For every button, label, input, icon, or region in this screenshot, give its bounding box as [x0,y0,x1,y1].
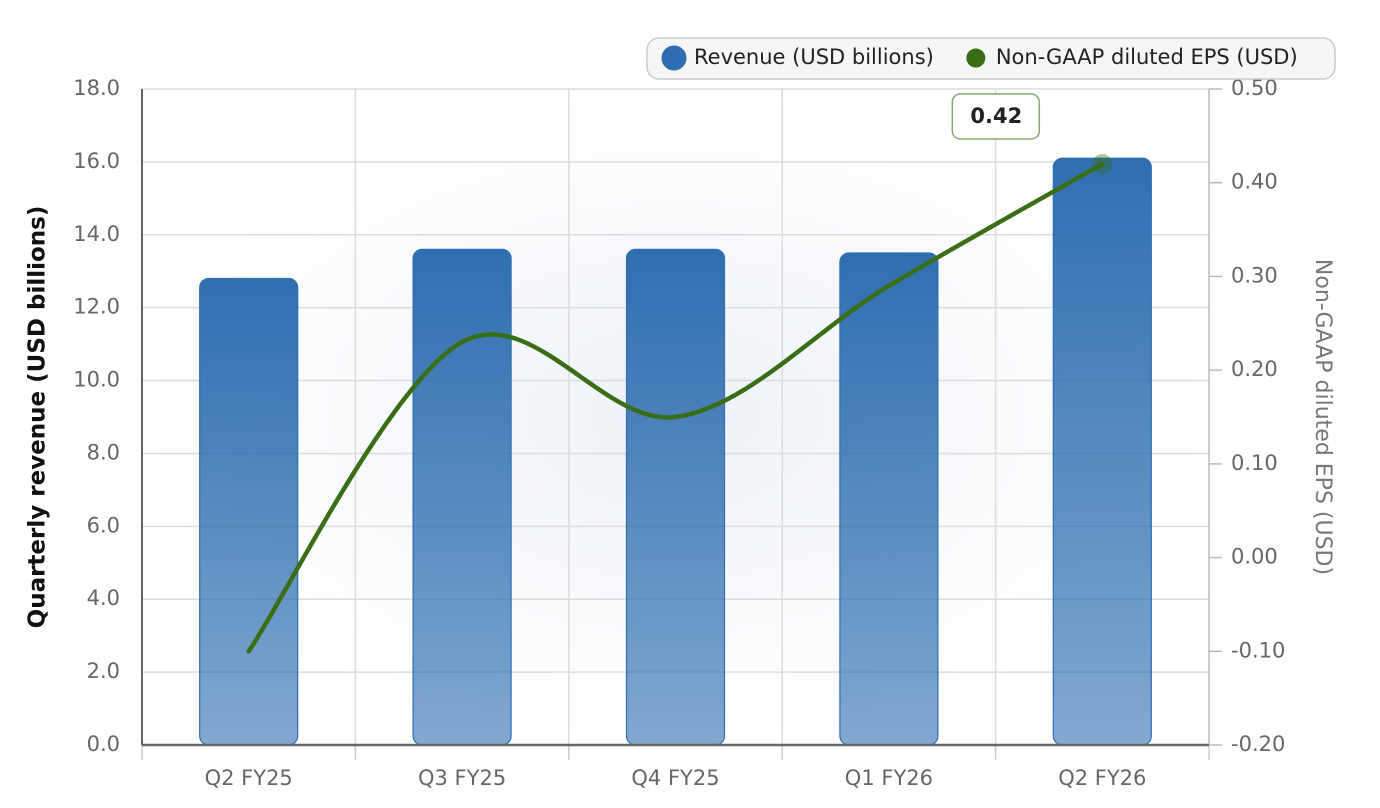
x-tick-label: Q1 FY26 [845,766,933,790]
y-tick-label: 8.0 [87,440,120,464]
y-tick-label: 18.0 [73,76,120,100]
x-tick-label: Q3 FY25 [418,766,506,790]
legend-marker [661,45,687,71]
data-label: 0.42 [970,104,1022,128]
bar [1052,157,1152,746]
y2-tick-label: 0.10 [1231,451,1278,475]
y2-tick-label: 0.50 [1231,76,1278,100]
y2-tick-label: -0.20 [1231,732,1285,756]
y-tick-label: 16.0 [73,149,120,173]
x-tick-label: Q4 FY25 [631,766,719,790]
bar [839,252,939,746]
data-label-box [951,93,1041,140]
y2-axis-title: Non-GAAP diluted EPS (USD) [1310,259,1335,575]
y-tick-label: 2.0 [87,659,120,683]
legend-box [646,37,1336,80]
bar [625,248,726,746]
y-tick-label: 14.0 [73,222,120,246]
legend-label: Revenue (USD billions) [694,45,934,69]
y-tick-label: 12.0 [73,295,120,319]
x-tick-label: Q2 FY26 [1058,766,1146,790]
x-tick-label: Q2 FY25 [205,766,293,790]
legend-marker [966,48,986,68]
line [246,161,1105,654]
y-axis-title: Quarterly revenue (USD billions) [25,206,51,629]
y-tick-label: 0.0 [87,732,120,756]
bar [199,277,299,746]
y2-tick-label: 0.20 [1231,357,1278,381]
y-tick-label: 10.0 [73,368,120,392]
y2-tick-label: 0.30 [1231,263,1278,287]
y-tick-label: 6.0 [87,513,120,537]
y2-tick-label: 0.00 [1231,545,1278,569]
y2-tick-label: -0.10 [1231,638,1285,662]
highlight-point [1092,153,1113,174]
y2-tick-label: 0.40 [1231,170,1278,194]
legend-label: Non-GAAP diluted EPS (USD) [996,45,1298,69]
y-tick-label: 4.0 [87,586,120,610]
bar [412,248,512,746]
